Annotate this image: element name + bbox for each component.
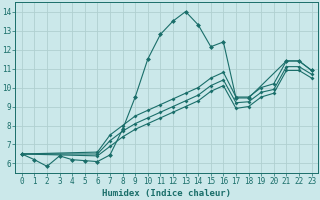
X-axis label: Humidex (Indice chaleur): Humidex (Indice chaleur) bbox=[102, 189, 231, 198]
